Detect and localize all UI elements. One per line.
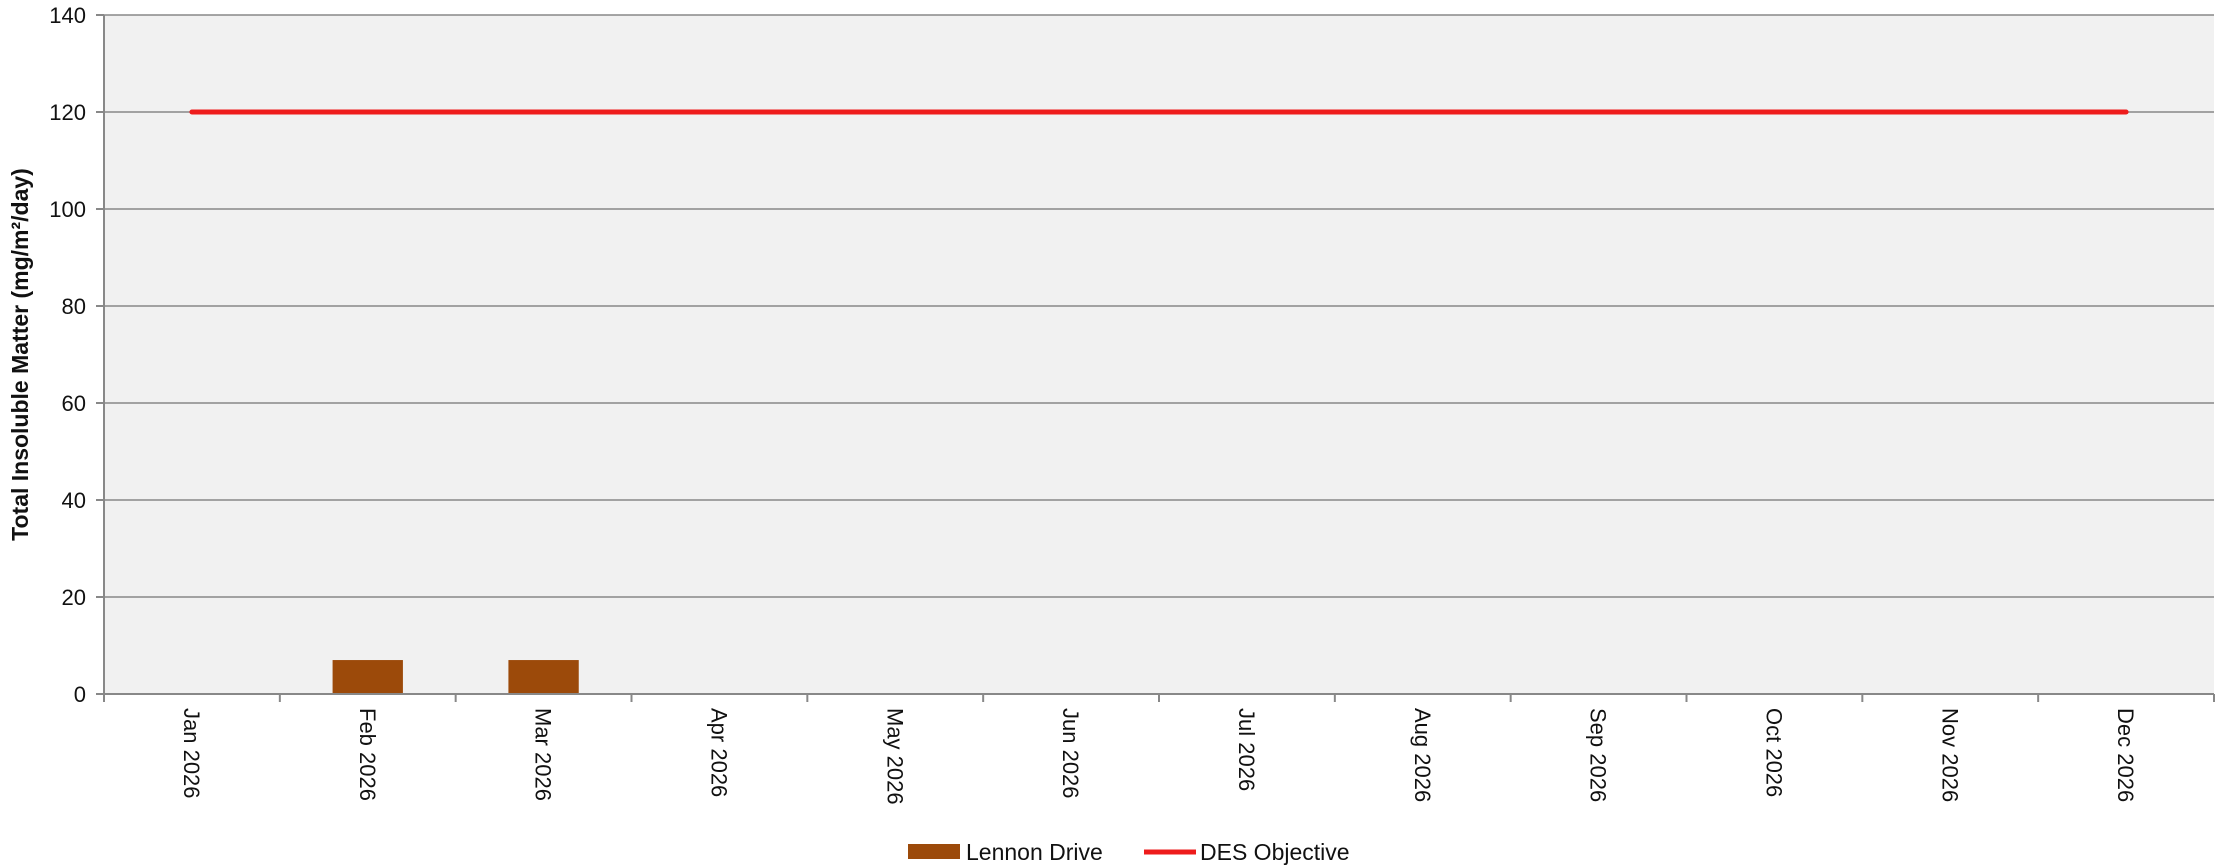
x-tick-label-mar-2026: Mar 2026 [531, 708, 556, 801]
x-tick-labels: Jan 2026 Feb 2026 Mar 2026 Apr 2026 May 2026… [179, 708, 2138, 805]
y-tick-label-40: 40 [62, 488, 86, 513]
plot-background [104, 15, 2214, 694]
y-tick-labels: 0 20 40 60 80 100 120 140 [49, 3, 86, 707]
y-tick-label-60: 60 [62, 391, 86, 416]
x-tick-label-jun-2026: Jun 2026 [1058, 708, 1083, 799]
y-tick-label-20: 20 [62, 585, 86, 610]
x-tick-label-jul-2026: Jul 2026 [1234, 708, 1259, 791]
x-tick-label-apr-2026: Apr 2026 [706, 708, 731, 797]
x-tick-label-oct-2026: Oct 2026 [1761, 708, 1786, 797]
legend-label-des-objective: DES Objective [1200, 839, 1350, 865]
legend-swatch-lennon-drive [908, 844, 960, 859]
y-tick-label-80: 80 [62, 294, 86, 319]
x-tick-label-feb-2026: Feb 2026 [355, 708, 380, 801]
x-tick-label-dec-2026: Dec 2026 [2113, 708, 2138, 802]
y-tick-label-0: 0 [74, 682, 86, 707]
plot-area [104, 15, 2214, 694]
bar-mar-2026 [508, 660, 579, 694]
x-tick-label-may-2026: May 2026 [882, 708, 907, 805]
legend: Lennon Drive DES Objective [908, 839, 1350, 865]
x-tick-label-aug-2026: Aug 2026 [1410, 708, 1435, 802]
y-tick-label-120: 120 [49, 100, 86, 125]
x-tick-label-jan-2026: Jan 2026 [179, 708, 204, 799]
y-tick-label-100: 100 [49, 197, 86, 222]
x-tick-label-sep-2026: Sep 2026 [1586, 708, 1611, 802]
bar-feb-2026 [332, 660, 403, 694]
y-tick-label-140: 140 [49, 3, 86, 28]
legend-label-lennon-drive: Lennon Drive [966, 839, 1103, 865]
x-tick-label-nov-2026: Nov 2026 [1937, 708, 1962, 802]
axes [96, 14, 2215, 702]
y-axis-title: Total Insoluble Matter (mg/m²/day) [7, 168, 33, 541]
bar-series-lennon-drive [332, 660, 579, 694]
